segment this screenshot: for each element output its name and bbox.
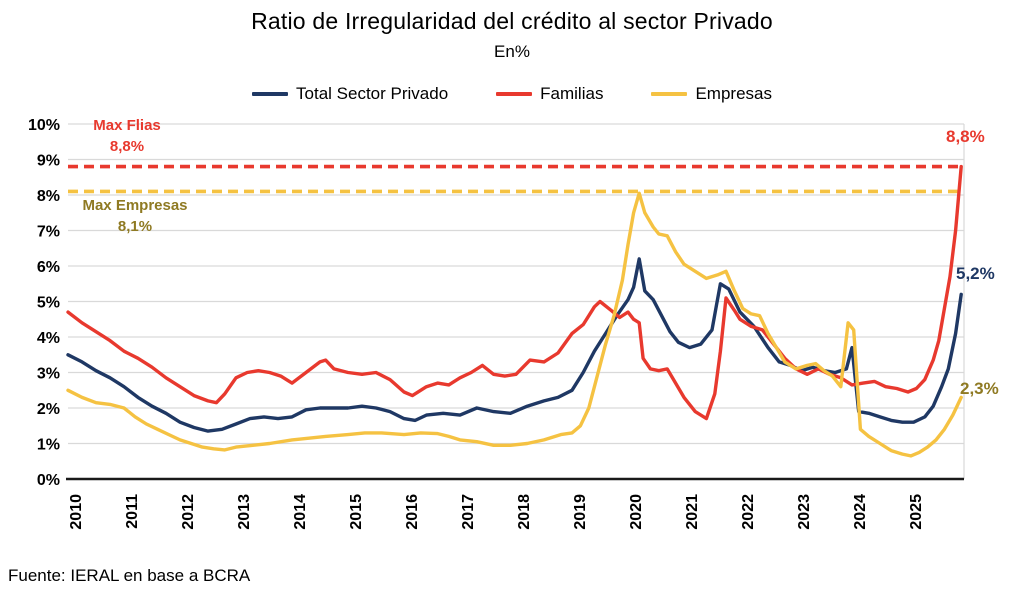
legend-label-empresas: Empresas: [695, 84, 772, 103]
source-note: Fuente: IERAL en base a BCRA: [8, 566, 251, 585]
x-tick-label-2012: 2012: [180, 494, 197, 530]
x-tick-label-2016: 2016: [404, 494, 421, 530]
x-tick-label-2021: 2021: [684, 494, 701, 530]
x-tick-label-2022: 2022: [740, 494, 757, 530]
x-tick-label-2015: 2015: [348, 494, 365, 530]
max-flias-value: 8,8%: [109, 138, 145, 155]
x-tick-label-2019: 2019: [572, 494, 589, 530]
max-empresas-value: 8,1%: [117, 218, 153, 235]
x-tick-label-2011: 2011: [124, 494, 141, 529]
series-line-empresas: [66, 191, 963, 458]
legend-item-familias: Familias: [496, 84, 603, 104]
max-flias-annotation: Max Flias 8,8%: [82, 115, 172, 157]
empresas-end-value-label: 2,3%: [960, 379, 999, 398]
legend-item-total: Total Sector Privado: [252, 84, 448, 104]
series-line-familias: [66, 164, 963, 421]
total-line-swatch-icon: [252, 92, 289, 96]
y-tick-label-10%: 10%: [28, 117, 60, 134]
chart-title: Ratio de Irregularidad del crédito al se…: [251, 8, 773, 34]
y-tick-label-4%: 4%: [37, 330, 60, 347]
familias-line-swatch-icon: [496, 92, 533, 96]
legend-label-total: Total Sector Privado: [296, 84, 449, 103]
y-tick-label-7%: 7%: [37, 224, 60, 241]
empresas-line-swatch-icon: [651, 92, 688, 96]
x-tick-label-2025: 2025: [908, 494, 925, 530]
legend-item-empresas: Empresas: [651, 84, 772, 104]
legend-label-familias: Familias: [540, 84, 604, 103]
x-tick-label-2023: 2023: [796, 494, 813, 530]
x-tick-label-2013: 2013: [236, 494, 253, 530]
max-empresas-annotation: Max Empresas 8,1%: [74, 195, 196, 237]
max-flias-label: Max Flias: [93, 117, 161, 134]
x-tick-label-2024: 2024: [852, 494, 869, 530]
max-empresas-label: Max Empresas: [82, 197, 188, 214]
x-tick-label-2010: 2010: [68, 494, 85, 530]
familias-end-value-label: 8,8%: [946, 127, 985, 146]
y-tick-label-0%: 0%: [37, 472, 60, 489]
y-tick-label-3%: 3%: [37, 366, 60, 383]
x-tick-label-2014: 2014: [292, 494, 309, 530]
x-tick-label-2018: 2018: [516, 494, 533, 530]
y-tick-label-9%: 9%: [37, 153, 60, 170]
chart-legend: Total Sector Privado Familias Empresas: [0, 84, 1024, 104]
x-tick-label-2020: 2020: [628, 494, 645, 530]
total-end-value-label: 5,2%: [956, 264, 995, 283]
y-tick-label-2%: 2%: [37, 401, 60, 418]
y-tick-label-1%: 1%: [37, 437, 60, 454]
y-tick-label-6%: 6%: [37, 259, 60, 276]
y-tick-label-8%: 8%: [37, 188, 60, 205]
chart-subtitle: En%: [494, 42, 530, 61]
series-line-total-sector-privado: [66, 257, 963, 433]
y-tick-label-5%: 5%: [37, 295, 60, 312]
x-tick-label-2017: 2017: [460, 494, 477, 530]
